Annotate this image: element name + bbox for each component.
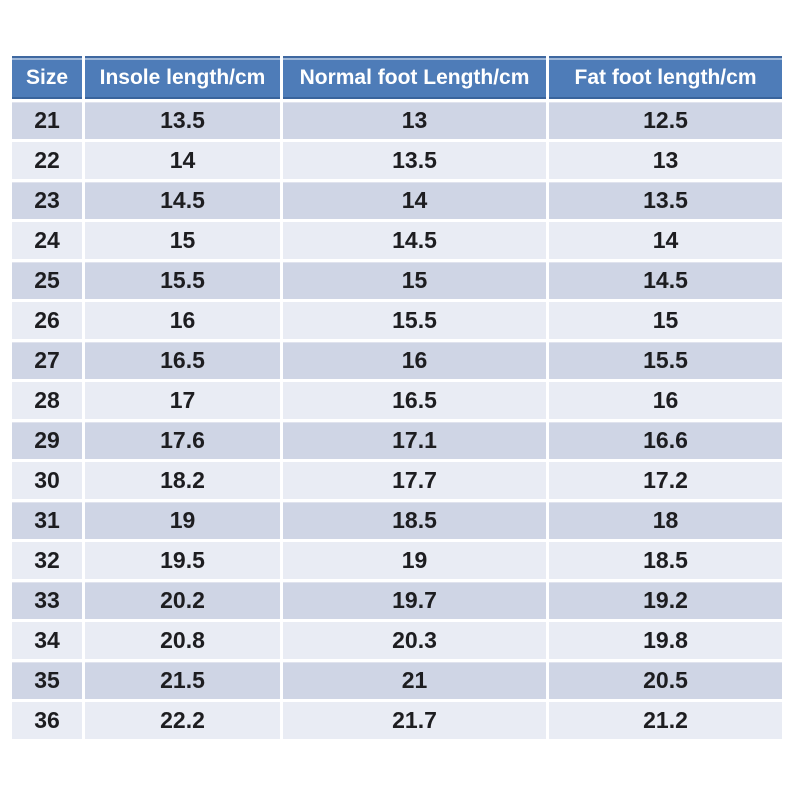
size-cell: 22 (12, 142, 82, 179)
size-cell: 24 (12, 222, 82, 259)
size-cell: 33 (12, 582, 82, 619)
table-row: 22 14 13.5 13 (12, 142, 782, 179)
insole-length-cell: 14.5 (85, 182, 280, 219)
size-cell: 35 (12, 662, 82, 699)
insole-length-cell: 20.8 (85, 622, 280, 659)
normal-foot-length-cell: 14.5 (283, 222, 546, 259)
size-cell: 29 (12, 422, 82, 459)
insole-length-cell: 19.5 (85, 542, 280, 579)
normal-foot-length-cell: 21.7 (283, 702, 546, 739)
normal-foot-length-cell: 15 (283, 262, 546, 299)
table-row: 32 19.5 19 18.5 (12, 542, 782, 579)
insole-length-cell: 15.5 (85, 262, 280, 299)
normal-foot-length-cell: 19.7 (283, 582, 546, 619)
normal-foot-length-cell: 13.5 (283, 142, 546, 179)
fat-foot-length-cell: 15 (549, 302, 782, 339)
size-cell: 31 (12, 502, 82, 539)
column-header-normal-foot-length: Normal foot Length/cm (283, 56, 546, 99)
table-row: 27 16.5 16 15.5 (12, 342, 782, 379)
table-row: 29 17.6 17.1 16.6 (12, 422, 782, 459)
table-row: 35 21.5 21 20.5 (12, 662, 782, 699)
fat-foot-length-cell: 13 (549, 142, 782, 179)
size-cell: 30 (12, 462, 82, 499)
fat-foot-length-cell: 19.8 (549, 622, 782, 659)
table-row: 33 20.2 19.7 19.2 (12, 582, 782, 619)
size-cell: 23 (12, 182, 82, 219)
size-cell: 25 (12, 262, 82, 299)
size-cell: 32 (12, 542, 82, 579)
fat-foot-length-cell: 18.5 (549, 542, 782, 579)
table-row: 21 13.5 13 12.5 (12, 102, 782, 139)
normal-foot-length-cell: 20.3 (283, 622, 546, 659)
fat-foot-length-cell: 16 (549, 382, 782, 419)
fat-foot-length-cell: 17.2 (549, 462, 782, 499)
normal-foot-length-cell: 15.5 (283, 302, 546, 339)
size-cell: 27 (12, 342, 82, 379)
table-row: 26 16 15.5 15 (12, 302, 782, 339)
table-row: 36 22.2 21.7 21.2 (12, 702, 782, 739)
size-cell: 34 (12, 622, 82, 659)
fat-foot-length-cell: 19.2 (549, 582, 782, 619)
insole-length-cell: 20.2 (85, 582, 280, 619)
table-row: 23 14.5 14 13.5 (12, 182, 782, 219)
table-row: 31 19 18.5 18 (12, 502, 782, 539)
insole-length-cell: 13.5 (85, 102, 280, 139)
normal-foot-length-cell: 14 (283, 182, 546, 219)
size-cell: 28 (12, 382, 82, 419)
fat-foot-length-cell: 13.5 (549, 182, 782, 219)
insole-length-cell: 18.2 (85, 462, 280, 499)
insole-length-cell: 16 (85, 302, 280, 339)
table-row: 24 15 14.5 14 (12, 222, 782, 259)
size-chart-table: Size Insole length/cm Normal foot Length… (9, 53, 785, 742)
insole-length-cell: 22.2 (85, 702, 280, 739)
fat-foot-length-cell: 14 (549, 222, 782, 259)
size-cell: 21 (12, 102, 82, 139)
fat-foot-length-cell: 16.6 (549, 422, 782, 459)
normal-foot-length-cell: 21 (283, 662, 546, 699)
normal-foot-length-cell: 13 (283, 102, 546, 139)
insole-length-cell: 17 (85, 382, 280, 419)
column-header-insole-length: Insole length/cm (85, 56, 280, 99)
insole-length-cell: 14 (85, 142, 280, 179)
insole-length-cell: 21.5 (85, 662, 280, 699)
table-body: 21 13.5 13 12.5 22 14 13.5 13 23 14.5 14… (12, 102, 782, 739)
table-row: 34 20.8 20.3 19.8 (12, 622, 782, 659)
fat-foot-length-cell: 12.5 (549, 102, 782, 139)
insole-length-cell: 15 (85, 222, 280, 259)
column-header-size: Size (12, 56, 82, 99)
table-row: 25 15.5 15 14.5 (12, 262, 782, 299)
column-header-fat-foot-length: Fat foot length/cm (549, 56, 782, 99)
size-cell: 36 (12, 702, 82, 739)
fat-foot-length-cell: 21.2 (549, 702, 782, 739)
table-row: 30 18.2 17.7 17.2 (12, 462, 782, 499)
normal-foot-length-cell: 19 (283, 542, 546, 579)
normal-foot-length-cell: 18.5 (283, 502, 546, 539)
size-cell: 26 (12, 302, 82, 339)
table-header: Size Insole length/cm Normal foot Length… (12, 56, 782, 99)
normal-foot-length-cell: 16 (283, 342, 546, 379)
normal-foot-length-cell: 17.7 (283, 462, 546, 499)
fat-foot-length-cell: 14.5 (549, 262, 782, 299)
insole-length-cell: 19 (85, 502, 280, 539)
header-row: Size Insole length/cm Normal foot Length… (12, 56, 782, 99)
insole-length-cell: 17.6 (85, 422, 280, 459)
fat-foot-length-cell: 15.5 (549, 342, 782, 379)
table-row: 28 17 16.5 16 (12, 382, 782, 419)
fat-foot-length-cell: 18 (549, 502, 782, 539)
fat-foot-length-cell: 20.5 (549, 662, 782, 699)
normal-foot-length-cell: 16.5 (283, 382, 546, 419)
insole-length-cell: 16.5 (85, 342, 280, 379)
normal-foot-length-cell: 17.1 (283, 422, 546, 459)
